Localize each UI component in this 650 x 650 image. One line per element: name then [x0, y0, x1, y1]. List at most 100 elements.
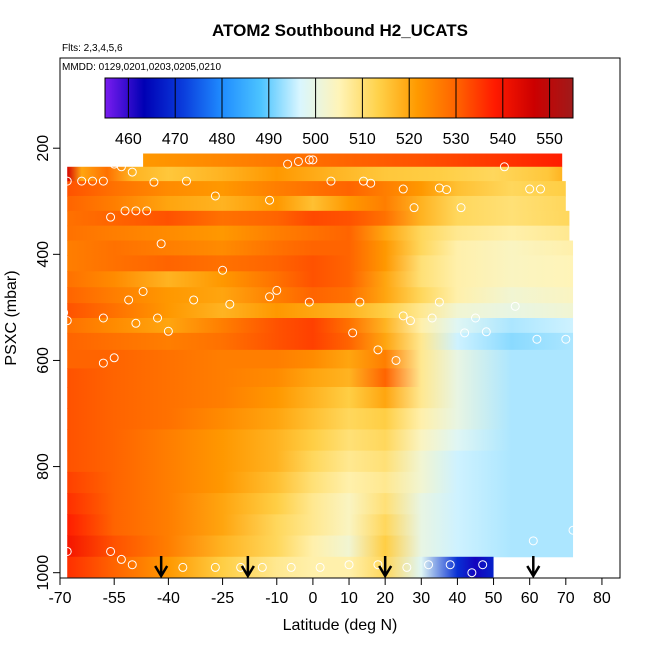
- observation-point: [106, 546, 116, 556]
- heatmap-layer: [67, 535, 574, 558]
- x-tick-label: 70: [557, 590, 575, 607]
- observation-point: [181, 176, 191, 186]
- observation-point: [265, 292, 275, 302]
- observation-point: [116, 554, 126, 564]
- colorbar: [104, 77, 574, 119]
- heatmap-layer: [67, 195, 566, 212]
- observation-point: [525, 184, 535, 194]
- observation-point: [398, 184, 408, 194]
- observation-point: [225, 299, 235, 309]
- observation-point: [308, 155, 318, 165]
- profile-arrow-head: [240, 565, 255, 579]
- heatmap-layer: [67, 514, 574, 537]
- y-tick-label: 400: [35, 241, 52, 268]
- observation-point: [218, 265, 228, 275]
- flights-subtitle: Flts: 2,3,4,5,6: [62, 43, 123, 54]
- observation-point: [153, 313, 163, 323]
- observation-point: [62, 546, 72, 556]
- observation-point: [120, 206, 130, 216]
- observation-point: [210, 562, 220, 572]
- heatmap-layer: [67, 255, 574, 272]
- observation-points: [60, 143, 578, 578]
- observation-point: [398, 311, 408, 321]
- profile-arrow-head: [378, 565, 393, 579]
- y-tick-label: 600: [35, 347, 52, 374]
- observation-point: [106, 212, 116, 222]
- observation-point: [189, 295, 199, 305]
- heatmap-layer: [67, 181, 566, 197]
- observation-point: [304, 155, 314, 165]
- observation-point: [554, 143, 564, 153]
- observation-point: [145, 143, 155, 153]
- dates-subtitle: MMDD: 0129,0201,0203,0205,0210: [62, 62, 221, 73]
- y-axis-label: PSXC (mbar): [3, 270, 20, 365]
- heatmap-layer: [67, 225, 570, 242]
- observation-point: [546, 143, 556, 153]
- observation-point: [98, 313, 108, 323]
- observation-point: [257, 562, 267, 572]
- profile-arrow-head: [154, 565, 169, 579]
- colorbar-tick-label: 520: [396, 131, 423, 148]
- observation-point: [62, 176, 72, 186]
- observation-point: [283, 159, 293, 169]
- heatmap-layer: [143, 153, 563, 168]
- observation-point: [532, 334, 542, 344]
- observation-point: [510, 301, 520, 311]
- y-tick-label: 200: [35, 135, 52, 162]
- x-tick-label: 50: [485, 590, 503, 607]
- observation-point: [134, 143, 144, 153]
- heatmap-layer: [67, 318, 574, 334]
- heatmap-layer: [67, 349, 574, 369]
- observation-point: [98, 358, 108, 368]
- observation-point: [434, 183, 444, 193]
- observation-point: [304, 297, 314, 307]
- profile-arrows: [154, 556, 541, 579]
- heatmap-layer: [67, 368, 574, 388]
- x-tick-label: 20: [376, 590, 394, 607]
- observation-point: [442, 185, 452, 195]
- observation-point: [373, 345, 383, 355]
- observation-point: [561, 334, 571, 344]
- heatmap-layer: [67, 556, 494, 578]
- observation-point: [236, 562, 246, 572]
- observation-point: [163, 326, 173, 336]
- x-tick-label: 80: [593, 590, 611, 607]
- observation-point: [478, 560, 488, 570]
- heatmap-layer: [67, 240, 574, 256]
- observation-point: [481, 327, 491, 337]
- observation-point: [77, 176, 87, 186]
- colorbar-gradient: [104, 77, 574, 119]
- observation-point: [265, 195, 275, 205]
- x-tick-label: 40: [449, 590, 467, 607]
- observation-point: [156, 239, 166, 249]
- x-tick-label: 0: [308, 590, 317, 607]
- observation-point: [138, 286, 148, 296]
- observation-point: [373, 560, 383, 570]
- observation-point: [127, 560, 137, 570]
- heatmap-layer: [67, 166, 563, 182]
- heatmap-layer: [67, 210, 570, 227]
- heatmap-layer: [67, 493, 574, 515]
- heatmap-layer: [67, 386, 574, 409]
- observation-point: [467, 568, 477, 578]
- x-tick-label: -70: [48, 590, 71, 607]
- observation-point: [124, 295, 134, 305]
- observation-point: [142, 206, 152, 216]
- observation-point: [131, 206, 141, 216]
- colorbar-tick-label: 550: [536, 131, 563, 148]
- colorbar-tick-label: 530: [443, 131, 470, 148]
- x-tick-label: -25: [211, 590, 234, 607]
- observation-point: [409, 203, 419, 213]
- y-axis: 200 400 600 800 1000: [35, 135, 60, 591]
- observation-point: [88, 176, 98, 186]
- heatmap-layer: [67, 332, 574, 351]
- observation-point: [470, 313, 480, 323]
- observation-point: [427, 313, 437, 323]
- observation-point: [460, 328, 470, 338]
- observation-point: [536, 184, 546, 194]
- y-tick-label: 1000: [35, 555, 52, 591]
- colorbar-tick-label: 460: [115, 131, 142, 148]
- observation-point: [434, 297, 444, 307]
- colorbar-tick-label: 470: [162, 131, 189, 148]
- observation-point: [131, 318, 141, 328]
